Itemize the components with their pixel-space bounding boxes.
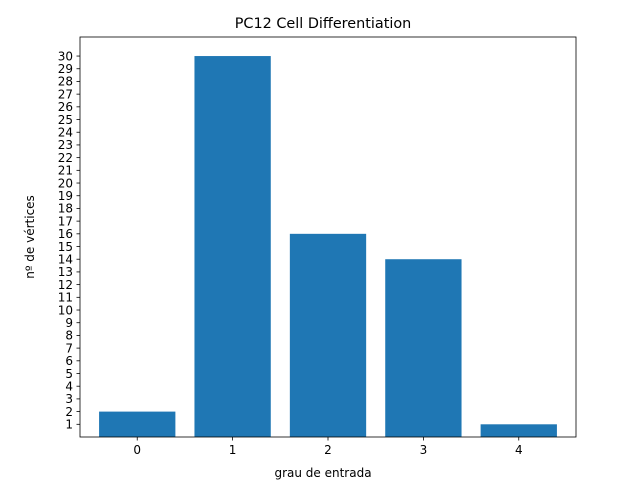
chart-title: PC12 Cell Differentiation — [235, 16, 412, 32]
x-tick-label-3: 3 — [420, 443, 428, 457]
bar-3 — [385, 259, 462, 437]
y-tick-label-26: 26 — [58, 100, 73, 114]
x-tick-label-0: 0 — [133, 443, 141, 457]
y-tick-label-1: 1 — [65, 418, 73, 432]
y-tick-label-11: 11 — [58, 291, 73, 305]
y-tick-label-4: 4 — [65, 380, 73, 394]
y-tick-label-10: 10 — [58, 303, 73, 317]
y-axis-label: nº de vértices — [23, 195, 37, 279]
bar-4 — [480, 424, 557, 437]
y-tick-label-3: 3 — [65, 392, 73, 406]
y-tick-label-21: 21 — [58, 164, 73, 178]
y-tick-label-17: 17 — [58, 214, 73, 228]
x-tick-label-1: 1 — [229, 443, 237, 457]
y-tick-label-19: 19 — [58, 189, 73, 203]
y-tick-label-25: 25 — [58, 113, 73, 127]
y-tick-label-23: 23 — [58, 138, 73, 152]
bar-2 — [289, 233, 367, 437]
y-tick-label-22: 22 — [58, 151, 73, 165]
y-tick-label-13: 13 — [58, 265, 73, 279]
y-tick-label-2: 2 — [65, 405, 73, 419]
y-tick-label-15: 15 — [58, 240, 73, 254]
y-tick-label-12: 12 — [58, 278, 73, 292]
y-tick-label-9: 9 — [65, 316, 73, 330]
y-tick-label-7: 7 — [65, 341, 73, 355]
y-tick-label-28: 28 — [58, 75, 73, 89]
x-tick-label-2: 2 — [324, 443, 332, 457]
x-tick-label-4: 4 — [515, 443, 523, 457]
y-tick-label-20: 20 — [58, 176, 73, 190]
plot-area: 0 1 2 3 412345678910111213141516171819202122… — [58, 36, 577, 457]
y-tick-label-8: 8 — [65, 329, 73, 343]
y-tick-label-24: 24 — [58, 126, 73, 140]
y-tick-label-18: 18 — [58, 202, 73, 216]
y-tick-label-6: 6 — [65, 354, 73, 368]
y-tick-label-14: 14 — [58, 253, 73, 267]
y-tick-label-16: 16 — [58, 227, 73, 241]
y-tick-label-27: 27 — [58, 87, 73, 101]
y-tick-label-5: 5 — [65, 367, 73, 381]
bar-1 — [194, 56, 271, 438]
y-tick-label-30: 30 — [58, 49, 73, 63]
bar-0 — [99, 411, 176, 437]
y-tick-label-29: 29 — [58, 62, 73, 76]
x-axis-label: grau de entrada — [274, 466, 371, 480]
